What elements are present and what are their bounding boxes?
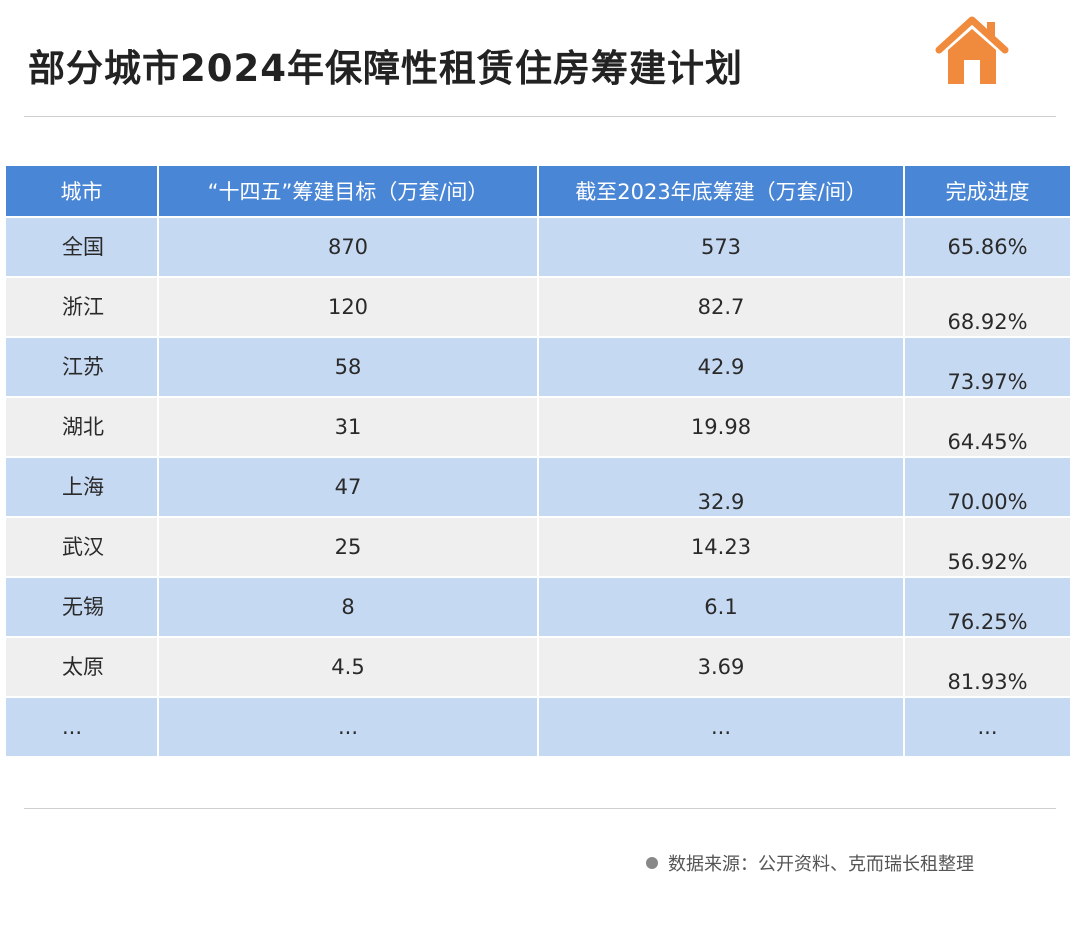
table-row: 上海 47 32.9 70.00%	[6, 457, 1070, 518]
table-cell-target: 120	[158, 277, 539, 338]
table-cell-city: 上海	[6, 457, 159, 518]
cell-value: 47	[334, 474, 362, 499]
cell-value: 81.93%	[947, 669, 1028, 694]
cell-value: 64.45%	[947, 429, 1028, 454]
table-cell-built: ...	[538, 697, 905, 758]
table-cell-built: 32.9	[538, 457, 905, 518]
table-cell-target: 58	[158, 337, 539, 398]
table-cell-city: 浙江	[6, 277, 159, 338]
cell-value: 上海	[62, 474, 104, 499]
table-cell-target: ...	[158, 697, 539, 758]
cell-value: 4.5	[331, 654, 365, 679]
table-cell-built: 3.69	[538, 637, 905, 698]
table-cell-built: 82.7	[538, 277, 905, 338]
table-row: ............	[6, 697, 1070, 758]
table-cell-progress: 64.45%	[904, 397, 1070, 458]
table-cell-built: 19.98	[538, 397, 905, 458]
header-cell: 截至2023年底筹建（万套/间）	[538, 166, 905, 218]
cell-value: 太原	[62, 654, 104, 679]
table-cell-city: 全国	[6, 217, 159, 278]
source-text: 数据来源：公开资料、克而瑞长租整理	[668, 854, 974, 875]
top-divider	[24, 116, 1056, 117]
table-row: 浙江 120 82.7 68.92%	[6, 277, 1070, 338]
cell-value: 32.9	[697, 489, 745, 514]
table-cell-built: 6.1	[538, 577, 905, 638]
table-cell-built: 42.9	[538, 337, 905, 398]
cell-value: 全国	[62, 234, 104, 259]
cell-value: 573	[700, 234, 742, 259]
table-cell-progress: 68.92%	[904, 277, 1070, 338]
cell-value: 3.69	[697, 654, 745, 679]
cell-value: 58	[334, 354, 362, 379]
table-cell-target: 47	[158, 457, 539, 518]
table-cell-progress: 81.93%	[904, 637, 1070, 698]
table-row: 全国 870 573 65.86%	[6, 217, 1070, 278]
table-row: 江苏 58 42.9 73.97%	[6, 337, 1070, 398]
cell-value: 江苏	[62, 354, 104, 379]
cell-value: 120	[327, 294, 369, 319]
table-cell-target: 25	[158, 517, 539, 578]
table-cell-city: 太原	[6, 637, 159, 698]
table-cell-city: 江苏	[6, 337, 159, 398]
cell-value: ...	[710, 714, 732, 739]
table-cell-city: 湖北	[6, 397, 159, 458]
table-header-row: 城市 “十四五”筹建目标（万套/间） 截至2023年底筹建（万套/间） 完成进度	[6, 166, 1070, 218]
cell-value: 31	[334, 414, 362, 439]
cell-value: 42.9	[697, 354, 745, 379]
table-cell-built: 14.23	[538, 517, 905, 578]
header-cell: “十四五”筹建目标（万套/间）	[158, 166, 539, 218]
cell-value: 56.92%	[947, 549, 1028, 574]
table-cell-progress: 70.00%	[904, 457, 1070, 518]
cell-value: 70.00%	[947, 489, 1028, 514]
header-cell: 城市	[6, 166, 159, 218]
table-cell-target: 4.5	[158, 637, 539, 698]
bottom-divider	[24, 808, 1056, 809]
table-cell-progress: 65.86%	[904, 217, 1070, 278]
cell-value: 浙江	[62, 294, 104, 319]
table-cell-city: 无锡	[6, 577, 159, 638]
table-cell-target: 8	[158, 577, 539, 638]
cell-value: 76.25%	[947, 609, 1028, 634]
cell-value: 82.7	[697, 294, 745, 319]
source-note: 数据来源：公开资料、克而瑞长租整理	[646, 850, 974, 876]
cell-value: 无锡	[62, 594, 104, 619]
cell-value: 65.86%	[947, 234, 1028, 259]
table-row: 无锡 8 6.1 76.25%	[6, 577, 1070, 638]
table-cell-city: ...	[6, 697, 159, 758]
cell-value: ...	[62, 714, 83, 739]
cell-value: 870	[327, 234, 369, 259]
table-cell-progress: 73.97%	[904, 337, 1070, 398]
page-title: 部分城市2024年保障性租赁住房筹建计划	[28, 47, 743, 90]
cell-value: 25	[334, 534, 362, 559]
cell-value: ...	[977, 714, 998, 739]
cell-value: 19.98	[690, 414, 752, 439]
table-cell-target: 870	[158, 217, 539, 278]
table-row: 太原 4.5 3.69 81.93%	[6, 637, 1070, 698]
table-cell-progress: ...	[904, 697, 1070, 758]
cell-value: ...	[337, 714, 359, 739]
data-table: 城市 “十四五”筹建目标（万套/间） 截至2023年底筹建（万套/间） 完成进度…	[6, 166, 1070, 758]
table-row: 湖北 31 19.98 64.45%	[6, 397, 1070, 458]
table-cell-progress: 56.92%	[904, 517, 1070, 578]
cell-value: 武汉	[62, 534, 104, 559]
table-row: 武汉 25 14.23 56.92%	[6, 517, 1070, 578]
table-cell-progress: 76.25%	[904, 577, 1070, 638]
cell-value: 湖北	[62, 414, 104, 439]
table-cell-target: 31	[158, 397, 539, 458]
bullet-dot-icon	[646, 857, 658, 869]
cell-value: 6.1	[704, 594, 738, 619]
cell-value: 8	[341, 594, 355, 619]
house-icon	[935, 16, 1009, 84]
cell-value: 14.23	[690, 534, 752, 559]
cell-value: 68.92%	[947, 309, 1028, 334]
table-cell-city: 武汉	[6, 517, 159, 578]
cell-value: 73.97%	[947, 369, 1028, 394]
header-cell: 完成进度	[904, 166, 1070, 218]
table-cell-built: 573	[538, 217, 905, 278]
